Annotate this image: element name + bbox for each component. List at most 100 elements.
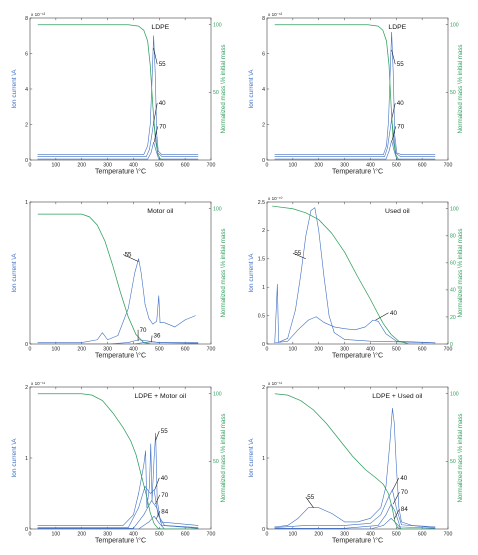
y-multiplier-label: x 10⁻¹² <box>31 12 46 17</box>
ion-current-point <box>197 154 199 155</box>
y-tick-label: 1.5 <box>258 257 265 263</box>
mass-loss-curve <box>272 205 436 344</box>
y2-tick-label: 50 <box>450 90 456 96</box>
x-tick-label: 700 <box>207 347 216 353</box>
ion-current-point <box>434 526 436 528</box>
x-tick-label: 0 <box>266 347 269 353</box>
y2-tick-label: 50 <box>213 90 219 96</box>
y2-tick-label: 100 <box>213 207 222 213</box>
ion-current-curve-m55 <box>274 207 436 344</box>
ion-current-point <box>37 528 39 529</box>
ion-current-point <box>145 450 146 452</box>
ion-current-point <box>396 507 397 508</box>
ion-current-point <box>396 152 398 154</box>
y-axis-label: Ion current \A <box>11 253 18 293</box>
ion-current-curve-m70 <box>274 503 436 529</box>
ion-current-point <box>140 272 142 274</box>
chart-panel-5: 0 100 200 300 400 500 600 700 0 1 2 50 100 x 10⁻¹¹ Tem… <box>11 381 227 545</box>
ion-current-point <box>149 149 150 150</box>
ion-current-point <box>144 486 146 487</box>
ion-current-curve-m70 <box>37 500 199 529</box>
ion-current-point <box>305 235 307 237</box>
ion-current-point <box>365 326 366 328</box>
ion-current-point <box>81 342 82 343</box>
y-tick-label: 1 <box>262 456 265 462</box>
ion-current-point <box>333 332 335 333</box>
ion-current-point <box>122 525 124 526</box>
ion-current-point <box>392 71 394 72</box>
x-tick-label: 400 <box>366 163 375 169</box>
ion-current-point <box>344 525 345 526</box>
annotation-label-m70: 70 <box>159 123 166 130</box>
ion-current-point <box>274 156 276 157</box>
ion-current-point <box>153 489 155 491</box>
ion-current-point <box>396 340 397 342</box>
ion-current-point <box>143 514 145 516</box>
annotation-label-m40: 40 <box>400 475 407 482</box>
ion-current-point <box>388 150 390 152</box>
ion-current-point <box>138 258 139 260</box>
ion-current-point <box>37 525 39 526</box>
x-tick-label: 300 <box>340 347 349 353</box>
annotation-label-m55: 55 <box>307 494 314 501</box>
ion-current-point <box>96 339 98 340</box>
mass-loss-curve <box>37 213 199 344</box>
ion-current-point <box>152 323 154 325</box>
plot-frame <box>266 386 449 530</box>
annotation-leader-line <box>375 312 389 321</box>
ion-current-point <box>158 295 160 296</box>
x-tick-label: 0 <box>29 163 32 169</box>
x-tick-label: 0 <box>29 347 32 353</box>
ion-current-point <box>377 525 379 526</box>
ion-current-point <box>151 136 152 138</box>
annotation-leader-line <box>305 496 314 508</box>
ion-current-point <box>150 152 152 154</box>
x-tick-label: 100 <box>52 163 61 169</box>
x-tick-label: 300 <box>340 163 349 169</box>
y2-tick-label: 50 <box>213 459 219 465</box>
ion-current-point <box>391 31 392 33</box>
x-tick-label: 0 <box>266 532 269 538</box>
x-tick-label: 500 <box>392 532 401 538</box>
ion-current-point <box>274 528 276 529</box>
ion-current-point <box>144 303 146 305</box>
y-tick-label: 2.5 <box>258 200 265 206</box>
annotation-leader-line <box>292 252 306 260</box>
x-tick-label: 100 <box>289 163 298 169</box>
annotation-label-m40: 40 <box>159 100 166 107</box>
y2-axis-label: Normalized mass \% initial mass <box>220 413 227 502</box>
ion-current-point <box>434 527 436 528</box>
x-axis-label: Temperature \°C <box>332 168 383 176</box>
ion-current-point <box>386 145 387 147</box>
ion-current-point <box>434 158 436 160</box>
ion-current-point <box>148 318 150 319</box>
x-axis-label: Temperature \°C <box>95 537 146 545</box>
ion-current-curve-m40 <box>274 118 436 157</box>
ion-current-point <box>305 525 307 526</box>
ion-current-curve-m55 <box>274 408 436 528</box>
y2-axis-label: Normalized mass \% initial mass <box>457 228 464 317</box>
annotation-label-m36: 36 <box>154 332 161 339</box>
plot-frame <box>29 386 212 530</box>
ion-current-point <box>385 514 387 516</box>
ion-current-point <box>164 322 165 323</box>
annotation-leader-line <box>155 430 160 441</box>
x-axis-label: Temperature \°C <box>95 352 146 360</box>
ion-current-curve-m40 <box>37 122 199 157</box>
ion-current-point <box>389 133 390 134</box>
ion-current-point <box>154 71 156 72</box>
ion-current-point <box>274 526 276 528</box>
x-tick-label: 400 <box>129 163 138 169</box>
ion-current-point <box>274 342 276 344</box>
y-tick-label: 8 <box>25 16 28 22</box>
annotation-leader-line <box>392 491 400 505</box>
ion-current-point <box>383 525 384 526</box>
y-tick-label: 2 <box>262 122 265 128</box>
x-tick-label: 400 <box>129 347 138 353</box>
chart-title: LDPE + Motor oil <box>135 393 187 400</box>
y-tick-label: 0 <box>25 342 28 348</box>
y2-tick-label: 100 <box>213 23 222 29</box>
annotation-label-m70: 70 <box>140 327 147 334</box>
ion-current-point <box>401 524 402 525</box>
annotation-label-m70: 70 <box>161 492 168 499</box>
